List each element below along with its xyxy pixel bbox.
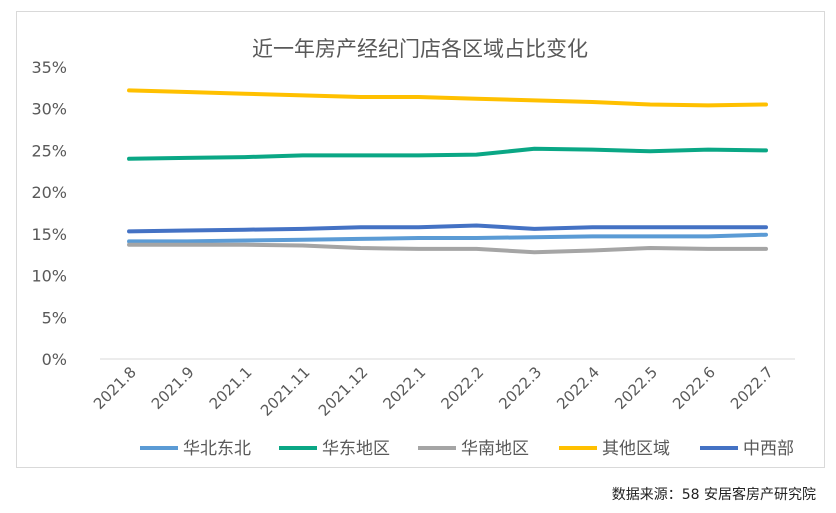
legend-label: 华北东北 xyxy=(183,439,251,459)
x-tick-label: 2021.12 xyxy=(315,363,372,420)
y-tick-label: 35% xyxy=(31,58,67,77)
y-tick-label: 5% xyxy=(42,308,67,327)
x-tick-label: 2022.5 xyxy=(611,363,661,413)
series-line xyxy=(127,232,768,244)
line-chart: 近一年房产经纪门店各区域占比变化 0%5%10%15%20%25%30%35% … xyxy=(31,37,795,459)
y-tick-label: 25% xyxy=(31,141,67,160)
x-tick-label: 2022.3 xyxy=(495,363,545,413)
y-tick-label: 20% xyxy=(31,183,67,202)
series-line xyxy=(127,88,768,108)
y-tick-label: 30% xyxy=(31,100,67,119)
x-tick-label: 2022.2 xyxy=(437,363,487,413)
chart-frame: 近一年房产经纪门店各区域占比变化 0% 5% 10% 15% 20% 25% 30% 35% … xyxy=(16,11,825,468)
y-tick-label: 0% xyxy=(42,350,67,369)
y-tick-label: 15% xyxy=(31,225,67,244)
x-tick-label: 2021.1 xyxy=(206,363,256,413)
series-lines xyxy=(127,88,768,255)
chart-title: 近一年房产经纪门店各区域占比变化 xyxy=(252,37,588,61)
legend-label: 华东地区 xyxy=(322,439,390,459)
x-tick-label: 2021.11 xyxy=(257,363,314,420)
series-line xyxy=(127,223,768,234)
legend-label: 中西部 xyxy=(743,439,794,459)
x-tick-label: 2022.4 xyxy=(553,363,603,413)
y-axis-ticks: 0% 5% 10% 15% 20% 25% 30% 35% xyxy=(31,58,67,369)
source-note: 数据来源：58 安居客房产研究院 xyxy=(611,487,816,503)
legend: 华北东北 华东地区 华南地区 其他区域 中西部 xyxy=(140,439,794,459)
x-tick-label: 2021.9 xyxy=(148,363,198,413)
legend-label: 其他区域 xyxy=(602,439,670,459)
legend-label: 华南地区 xyxy=(461,439,529,459)
x-axis-ticks: 2021.8 2021.9 2021.1 2021.11 2021.12 2022.1 20… xyxy=(90,363,777,420)
series-line xyxy=(127,146,768,161)
y-tick-label: 10% xyxy=(31,267,67,286)
series-line xyxy=(127,242,768,255)
x-tick-label: 2021.8 xyxy=(90,363,140,413)
x-tick-label: 2022.7 xyxy=(727,363,777,413)
x-tick-label: 2022.6 xyxy=(669,363,719,413)
x-tick-label: 2022.1 xyxy=(380,363,430,413)
